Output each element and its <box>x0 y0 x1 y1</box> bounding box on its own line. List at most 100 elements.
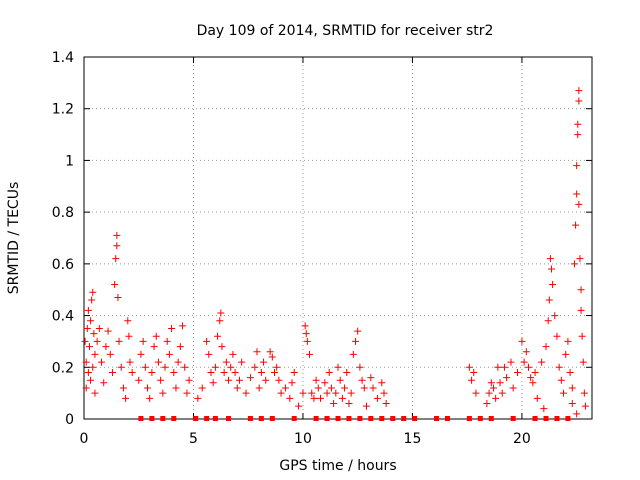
gridlines <box>84 57 592 419</box>
zero-marker <box>532 416 538 421</box>
zero-marker <box>390 416 396 421</box>
data-point <box>568 384 576 392</box>
data-point <box>90 330 98 338</box>
data-point <box>345 399 353 407</box>
zero-marker <box>313 416 319 421</box>
zero-marker <box>554 416 560 421</box>
data-point <box>483 399 491 407</box>
data-point <box>150 343 158 351</box>
data-point <box>562 350 570 358</box>
data-point <box>310 394 318 402</box>
x-axis-label: GPS time / hours <box>279 458 396 474</box>
zero-marker <box>138 416 144 421</box>
data-point <box>325 368 333 376</box>
zero-marker <box>368 416 374 421</box>
x-tick-label: 5 <box>189 431 198 447</box>
zero-marker <box>444 416 450 421</box>
data-point <box>218 343 226 351</box>
data-point <box>262 376 270 384</box>
data-point <box>382 399 390 407</box>
data-point <box>98 358 106 366</box>
data-point <box>114 293 122 301</box>
data-point <box>268 353 276 361</box>
data-point <box>128 368 136 376</box>
zero-marker <box>160 416 166 421</box>
data-point <box>555 363 563 371</box>
data-point <box>496 379 504 387</box>
data-point <box>323 389 331 397</box>
zero-marker <box>466 416 472 421</box>
data-point <box>91 350 99 358</box>
zero-marker <box>401 416 407 421</box>
x-tick-label: 15 <box>404 431 422 447</box>
data-point <box>546 255 554 263</box>
data-point <box>141 363 149 371</box>
data-point <box>159 389 167 397</box>
data-point <box>216 317 224 325</box>
data-point <box>330 399 338 407</box>
data-point <box>194 394 202 402</box>
data-point <box>533 394 541 402</box>
data-point <box>181 363 189 371</box>
data-point <box>288 379 296 387</box>
zero-marker <box>291 416 297 421</box>
data-points <box>81 87 589 421</box>
data-point <box>277 389 285 397</box>
data-point <box>338 394 346 402</box>
y-tick-label: 0 <box>65 412 74 428</box>
data-point <box>161 363 169 371</box>
data-point <box>503 374 511 382</box>
data-point <box>577 286 585 294</box>
data-point <box>352 337 360 345</box>
chart-title: Day 109 of 2014, SRMTID for receiver str… <box>197 23 494 39</box>
data-point <box>275 376 283 384</box>
data-point <box>152 332 160 340</box>
y-tick-label: 1.4 <box>52 50 74 66</box>
data-point <box>157 376 165 384</box>
data-point <box>168 325 176 332</box>
y-tick-label: 0.4 <box>52 309 74 325</box>
data-point <box>538 358 546 366</box>
data-point <box>227 363 235 371</box>
data-point <box>207 368 215 376</box>
data-point <box>102 343 110 351</box>
data-point <box>174 358 182 366</box>
data-point <box>93 337 101 345</box>
data-point <box>135 376 143 384</box>
zero-marker <box>226 416 232 421</box>
data-point <box>573 190 581 198</box>
data-point <box>238 358 246 366</box>
data-point <box>580 389 588 397</box>
data-point <box>89 363 97 371</box>
data-point <box>217 309 225 317</box>
data-point <box>573 162 581 170</box>
data-point <box>172 384 180 392</box>
data-point <box>514 368 522 376</box>
data-point <box>540 405 548 413</box>
data-point <box>544 317 552 325</box>
data-point <box>341 384 349 392</box>
data-point <box>321 379 329 387</box>
data-point <box>108 368 116 376</box>
data-point <box>531 368 539 376</box>
data-point <box>507 358 515 366</box>
data-point <box>104 327 112 335</box>
data-point <box>233 384 241 392</box>
zero-marker <box>488 416 494 421</box>
data-point <box>380 389 388 397</box>
data-point <box>547 265 555 273</box>
zero-marker <box>149 416 155 421</box>
data-point <box>489 384 497 392</box>
data-point <box>509 384 517 392</box>
zero-marker <box>212 416 218 421</box>
data-point <box>198 384 206 392</box>
data-point <box>367 374 375 382</box>
data-point <box>299 389 307 397</box>
data-point <box>106 350 114 358</box>
zero-marker <box>346 416 352 421</box>
zero-marker <box>269 416 275 421</box>
data-point <box>148 368 156 376</box>
data-point <box>115 337 123 345</box>
data-point <box>302 330 310 338</box>
